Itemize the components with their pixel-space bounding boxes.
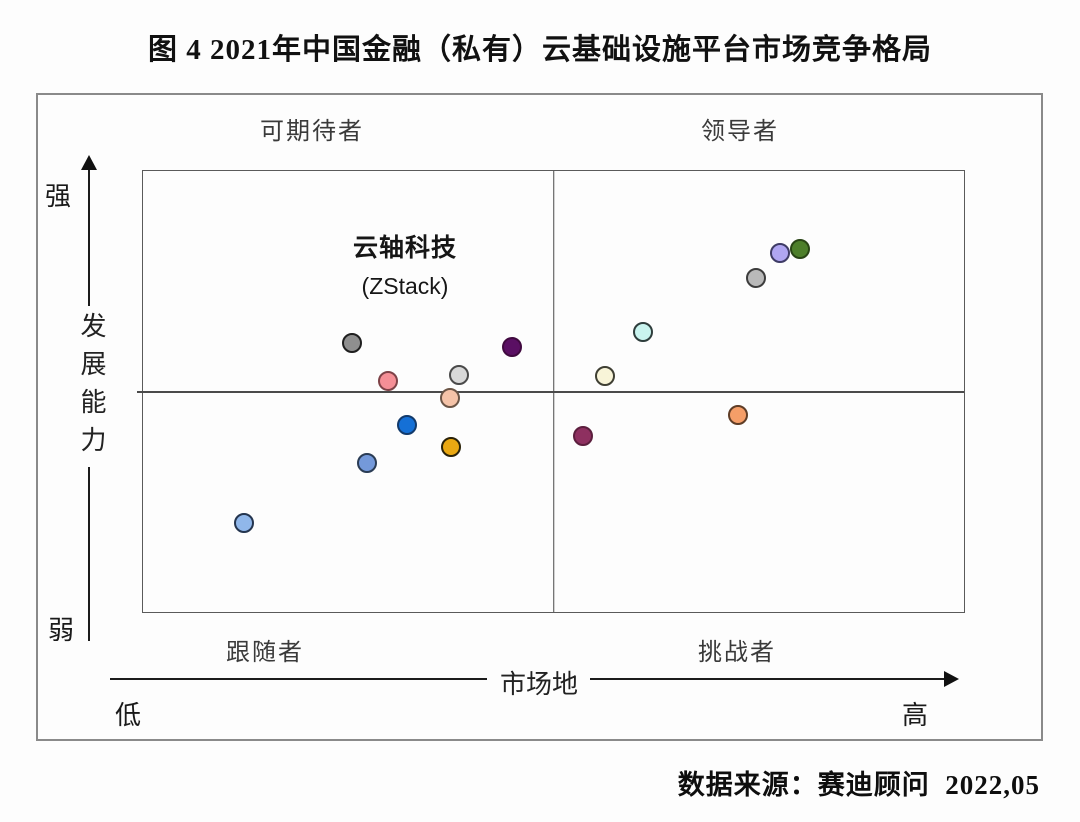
zstack-annotation-brand: (ZStack): [361, 273, 449, 299]
data-point-maroon: [573, 425, 594, 446]
data-point-periwinkle: [770, 243, 791, 264]
x-axis-max-label: 高: [902, 701, 929, 730]
quadrant-label-challengers: 挑战者: [698, 640, 776, 666]
x-axis-min-label: 低: [115, 701, 142, 730]
data-point-gray-dark: [342, 333, 363, 354]
data-point-orange: [728, 404, 749, 425]
y-axis-line-upper: [88, 170, 90, 306]
figure-border-box: [36, 93, 1043, 741]
plot-area: [137, 170, 965, 613]
data-point-blue-light: [233, 513, 254, 534]
data-point-gold: [440, 436, 461, 457]
data-point-green: [789, 238, 810, 259]
data-point-gray-light: [449, 365, 470, 386]
quadrant-horizontal-divider: [137, 391, 964, 393]
figure-title: 图 4 2021年中国金融（私有）云基础设施平台市场竞争格局: [147, 34, 932, 66]
data-point-cream: [595, 366, 616, 387]
zstack-annotation: 云轴科技 (ZStack): [330, 228, 480, 300]
data-point-peach: [440, 388, 461, 409]
data-point-purple-dark: [502, 337, 523, 358]
data-point-gray-medium: [746, 267, 767, 288]
x-axis-line-left: [110, 678, 487, 680]
x-axis-line-right: [590, 678, 946, 680]
y-axis-min-label: 弱: [48, 616, 75, 645]
y-axis-max-label: 强: [45, 182, 72, 211]
quadrant-label-leaders: 领导者: [701, 119, 779, 145]
zstack-annotation-name: 云轴科技: [352, 234, 457, 262]
quadrant-label-followers: 跟随者: [226, 640, 304, 666]
data-point-blue-strong: [397, 415, 418, 436]
data-source-note: 数据来源：赛迪顾问 2022,05: [677, 770, 1040, 800]
data-point-blue-medium: [357, 452, 378, 473]
y-axis-line-lower: [88, 467, 90, 641]
x-axis-title: 市场地: [499, 670, 578, 699]
quadrant-label-expected: 可期待者: [260, 119, 364, 145]
data-point-cyan-light: [632, 322, 653, 343]
x-axis-arrowhead-icon: [944, 671, 959, 687]
y-axis-title: 发展能力: [77, 312, 106, 464]
data-point-pink-salmon: [377, 370, 398, 391]
y-axis-arrowhead-icon: [81, 155, 97, 170]
